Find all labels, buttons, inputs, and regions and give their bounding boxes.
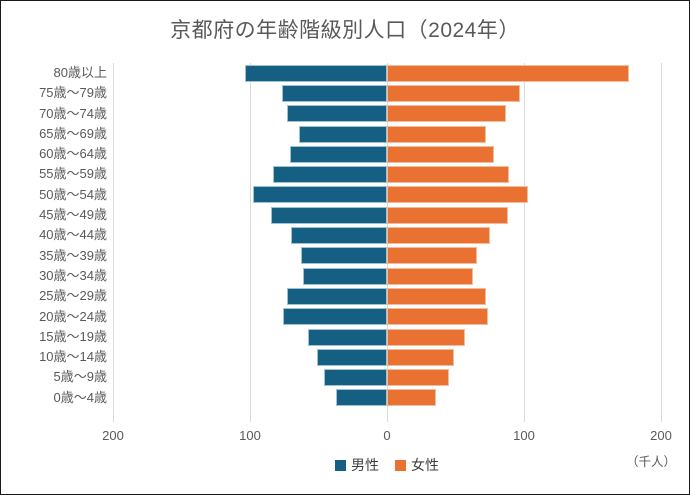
female-series-swatch — [395, 459, 406, 471]
male-bar — [281, 84, 387, 102]
female-bar — [387, 267, 474, 285]
male-bar — [289, 145, 387, 163]
y-axis-label: 50歳～54歳 — [39, 186, 107, 202]
female-bar — [387, 308, 489, 326]
legend-label-male: 男性 — [351, 457, 379, 473]
male-bar — [299, 125, 387, 143]
x-tick-label: 100 — [239, 428, 261, 443]
x-tick-label: 200 — [650, 428, 672, 443]
x-tick-label: 0 — [383, 428, 391, 443]
gridline — [661, 63, 662, 422]
y-axis-label: 30歳～34歳 — [39, 267, 107, 283]
x-tick-label: 100 — [513, 428, 535, 443]
female-bar — [387, 287, 486, 305]
male-series-swatch — [335, 459, 346, 471]
y-axis-label: 25歳～29歳 — [39, 288, 107, 304]
y-axis-label: 5歳～9歳 — [53, 369, 107, 385]
y-axis-label: 15歳～19歳 — [39, 328, 107, 344]
legend-item-male: 男性 — [335, 455, 379, 475]
male-bar — [323, 369, 387, 387]
gridline — [250, 63, 251, 422]
male-bar — [244, 64, 387, 82]
male-bar — [286, 287, 387, 305]
y-axis-label: 35歳～39歳 — [39, 247, 107, 263]
y-axis-label: 10歳～14歳 — [39, 349, 107, 365]
y-axis-label: 70歳～74歳 — [39, 105, 107, 121]
y-axis-label: 80歳以上 — [53, 65, 107, 80]
female-bar — [387, 227, 490, 244]
x-tick-label: 200 — [102, 428, 124, 443]
y-axis-label: 40歳～44歳 — [39, 227, 107, 243]
female-bar — [387, 389, 437, 407]
y-axis-label: 20歳～24歳 — [39, 308, 107, 324]
male-bar — [303, 267, 387, 285]
gridline — [113, 63, 114, 422]
gridline — [524, 63, 525, 422]
y-axis-label: 60歳～64歳 — [39, 146, 107, 162]
legend: 男性 女性 — [113, 455, 661, 475]
legend-label-female: 女性 — [411, 457, 439, 473]
y-axis-labels: 80歳以上 75歳～79歳 70歳～74歳 65歳～69歳 60歳～64歳 55歳～59歳… — [1, 63, 107, 408]
male-bar — [317, 348, 387, 366]
female-bar — [387, 105, 507, 123]
female-bar — [387, 125, 486, 143]
y-axis-label: 65歳～69歳 — [39, 125, 107, 141]
female-bar — [387, 186, 529, 204]
unit-label: （千人） — [625, 455, 676, 469]
female-bar — [387, 348, 455, 366]
female-bar — [387, 166, 509, 184]
male-bar — [307, 328, 387, 346]
female-bar — [387, 369, 449, 387]
male-bar — [270, 206, 387, 224]
male-bar — [252, 186, 387, 204]
female-bar — [387, 328, 466, 346]
female-bar — [387, 64, 630, 82]
male-bar — [291, 227, 387, 244]
male-bar — [300, 247, 387, 265]
male-bar — [336, 389, 387, 407]
female-bar — [387, 145, 494, 163]
y-axis-label: 0歳～4歳 — [53, 389, 107, 405]
plot-area — [113, 63, 662, 422]
male-bar — [282, 308, 387, 326]
female-bar — [387, 206, 508, 224]
female-bar — [387, 247, 478, 265]
y-axis-label: 55歳～59歳 — [39, 166, 107, 182]
y-axis-label: 45歳～49歳 — [39, 207, 107, 223]
chart-title: 京都府の年齢階級別人口（2024年） — [170, 19, 520, 42]
male-bar — [273, 166, 387, 184]
y-axis-label: 75歳～79歳 — [39, 85, 107, 101]
female-bar — [387, 84, 520, 102]
legend-item-female: 女性 — [395, 455, 439, 475]
x-axis-ticks: 200 100 0 100 200 — [102, 428, 672, 446]
male-bar — [286, 105, 387, 123]
